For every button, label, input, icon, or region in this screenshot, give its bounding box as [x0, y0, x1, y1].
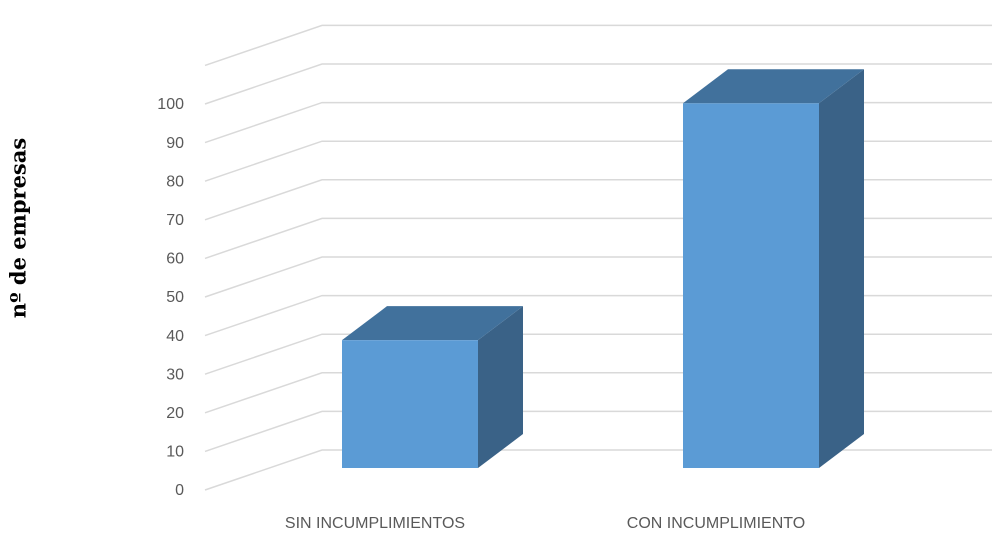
- y-tick-label: 40: [166, 328, 184, 345]
- y-axis-ticks: 0 10 20 30 40 50 60 70 80 90 100: [157, 96, 184, 499]
- y-tick-label: 50: [166, 289, 184, 306]
- gridline: [204, 294, 992, 337]
- y-tick-label: 70: [166, 212, 184, 229]
- bar-top-face: [683, 69, 864, 104]
- bar-side-face: [819, 69, 864, 468]
- y-tick-label: 100: [157, 96, 184, 113]
- bar: [342, 306, 523, 468]
- gridline: [204, 101, 992, 144]
- y-tick-label: 20: [166, 405, 184, 422]
- gridline: [204, 63, 992, 105]
- gridline: [204, 410, 992, 453]
- y-axis-title: nº de empresas: [6, 138, 31, 318]
- x-axis-labels: SIN INCUMPLIMIENTOS CON INCUMPLIMIENTO: [285, 515, 805, 532]
- x-category-label: SIN INCUMPLIMIENTOS: [285, 515, 465, 532]
- y-tick-label: 0: [175, 482, 184, 499]
- gridline: [204, 256, 992, 298]
- bar-front-face: [683, 103, 819, 468]
- bar: [683, 69, 864, 468]
- y-tick-label: 90: [166, 135, 184, 152]
- y-tick-label: 30: [166, 366, 184, 383]
- bar-top-face: [342, 306, 523, 341]
- y-tick-label: 80: [166, 173, 184, 190]
- bar-front-face: [342, 340, 478, 468]
- gridline: [204, 24, 992, 67]
- gridline: [204, 333, 992, 375]
- y-tick-label: 60: [166, 251, 184, 268]
- gridline: [204, 179, 992, 221]
- gridline: [204, 372, 992, 414]
- gridline: [204, 217, 992, 260]
- x-category-label: CON INCUMPLIMIENTO: [627, 515, 805, 532]
- bar-side-face: [478, 306, 523, 468]
- y-tick-label: 10: [166, 444, 184, 461]
- bars: [342, 69, 864, 468]
- gridline: [204, 449, 992, 491]
- gridline: [204, 140, 992, 182]
- gridlines: [204, 24, 992, 491]
